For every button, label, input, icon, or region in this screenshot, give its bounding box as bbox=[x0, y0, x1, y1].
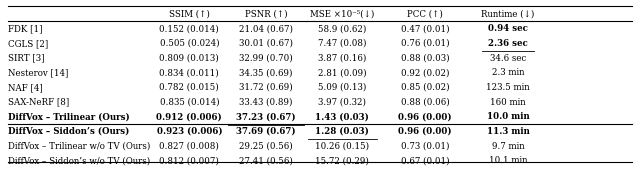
Text: 5.09 (0.13): 5.09 (0.13) bbox=[318, 83, 367, 92]
Text: 30.01 (0.67): 30.01 (0.67) bbox=[239, 39, 293, 48]
Text: 0.809 (0.013): 0.809 (0.013) bbox=[159, 54, 220, 63]
Text: 27.41 (0.56): 27.41 (0.56) bbox=[239, 156, 292, 165]
Text: 34.35 (0.69): 34.35 (0.69) bbox=[239, 68, 292, 77]
Text: 29.25 (0.56): 29.25 (0.56) bbox=[239, 142, 292, 151]
Text: SSIM (↑): SSIM (↑) bbox=[169, 9, 210, 18]
Text: 0.92 (0.02): 0.92 (0.02) bbox=[401, 68, 449, 77]
Text: 0.85 (0.02): 0.85 (0.02) bbox=[401, 83, 449, 92]
Text: 0.505 (0.024): 0.505 (0.024) bbox=[159, 39, 219, 48]
Text: 7.47 (0.08): 7.47 (0.08) bbox=[318, 39, 367, 48]
Text: CGLS [2]: CGLS [2] bbox=[8, 39, 48, 48]
Text: 10.1 min: 10.1 min bbox=[489, 156, 527, 165]
Text: 160 min: 160 min bbox=[490, 98, 526, 107]
Text: MSE ×10⁻⁵(↓): MSE ×10⁻⁵(↓) bbox=[310, 9, 374, 18]
Text: FDK [1]: FDK [1] bbox=[8, 24, 42, 33]
Text: 10.0 min: 10.0 min bbox=[486, 112, 529, 121]
Text: DiffVox – Trilinear (Ours): DiffVox – Trilinear (Ours) bbox=[8, 112, 129, 121]
Text: 9.7 min: 9.7 min bbox=[492, 142, 524, 151]
Text: 37.23 (0.67): 37.23 (0.67) bbox=[236, 112, 296, 121]
Text: 2.3 min: 2.3 min bbox=[492, 68, 524, 77]
Text: 0.835 (0.014): 0.835 (0.014) bbox=[159, 98, 219, 107]
Text: 37.69 (0.67): 37.69 (0.67) bbox=[236, 127, 296, 136]
Text: 1.28 (0.03): 1.28 (0.03) bbox=[316, 127, 369, 136]
Text: 0.47 (0.01): 0.47 (0.01) bbox=[401, 24, 449, 33]
Text: 11.3 min: 11.3 min bbox=[486, 127, 529, 136]
Text: 32.99 (0.70): 32.99 (0.70) bbox=[239, 54, 292, 63]
Text: 2.81 (0.09): 2.81 (0.09) bbox=[318, 68, 367, 77]
Text: 0.782 (0.015): 0.782 (0.015) bbox=[159, 83, 220, 92]
Text: 0.96 (0.00): 0.96 (0.00) bbox=[398, 127, 452, 136]
Text: Runtime (↓): Runtime (↓) bbox=[481, 9, 534, 18]
Text: 0.152 (0.014): 0.152 (0.014) bbox=[159, 24, 220, 33]
Text: PSNR (↑): PSNR (↑) bbox=[244, 9, 287, 18]
Text: 1.43 (0.03): 1.43 (0.03) bbox=[316, 112, 369, 121]
Text: 0.94 sec: 0.94 sec bbox=[488, 24, 528, 33]
Text: 0.812 (0.007): 0.812 (0.007) bbox=[159, 156, 220, 165]
Text: 31.72 (0.69): 31.72 (0.69) bbox=[239, 83, 292, 92]
Text: DiffVox – Siddon’s (Ours): DiffVox – Siddon’s (Ours) bbox=[8, 127, 129, 136]
Text: 0.912 (0.006): 0.912 (0.006) bbox=[157, 112, 222, 121]
Text: 0.827 (0.008): 0.827 (0.008) bbox=[159, 142, 220, 151]
Text: 0.73 (0.01): 0.73 (0.01) bbox=[401, 142, 449, 151]
Text: NAF [4]: NAF [4] bbox=[8, 83, 42, 92]
Text: 58.9 (0.62): 58.9 (0.62) bbox=[318, 24, 367, 33]
Text: 34.6 sec: 34.6 sec bbox=[490, 54, 526, 63]
Text: 15.72 (0.29): 15.72 (0.29) bbox=[316, 156, 369, 165]
Text: DiffVox – Siddon’s w/o TV (Ours): DiffVox – Siddon’s w/o TV (Ours) bbox=[8, 156, 150, 165]
Text: 0.96 (0.00): 0.96 (0.00) bbox=[398, 112, 452, 121]
Text: 10.26 (0.15): 10.26 (0.15) bbox=[316, 142, 369, 151]
Text: 2.36 sec: 2.36 sec bbox=[488, 39, 528, 48]
Text: DiffVox – Trilinear w/o TV (Ours): DiffVox – Trilinear w/o TV (Ours) bbox=[8, 142, 150, 151]
Text: 3.87 (0.16): 3.87 (0.16) bbox=[318, 54, 367, 63]
Text: SIRT [3]: SIRT [3] bbox=[8, 54, 44, 63]
Text: 123.5 min: 123.5 min bbox=[486, 83, 530, 92]
Text: 33.43 (0.89): 33.43 (0.89) bbox=[239, 98, 292, 107]
Text: Nesterov [14]: Nesterov [14] bbox=[8, 68, 68, 77]
Text: 3.97 (0.32): 3.97 (0.32) bbox=[318, 98, 366, 107]
Text: 0.76 (0.01): 0.76 (0.01) bbox=[401, 39, 449, 48]
Text: 0.923 (0.006): 0.923 (0.006) bbox=[157, 127, 222, 136]
Text: 0.67 (0.01): 0.67 (0.01) bbox=[401, 156, 449, 165]
Text: 0.834 (0.011): 0.834 (0.011) bbox=[159, 68, 220, 77]
Text: SAX-NeRF [8]: SAX-NeRF [8] bbox=[8, 98, 69, 107]
Text: 0.88 (0.03): 0.88 (0.03) bbox=[401, 54, 449, 63]
Text: 21.04 (0.67): 21.04 (0.67) bbox=[239, 24, 293, 33]
Text: PCC (↑): PCC (↑) bbox=[407, 9, 443, 18]
Text: 0.88 (0.06): 0.88 (0.06) bbox=[401, 98, 449, 107]
